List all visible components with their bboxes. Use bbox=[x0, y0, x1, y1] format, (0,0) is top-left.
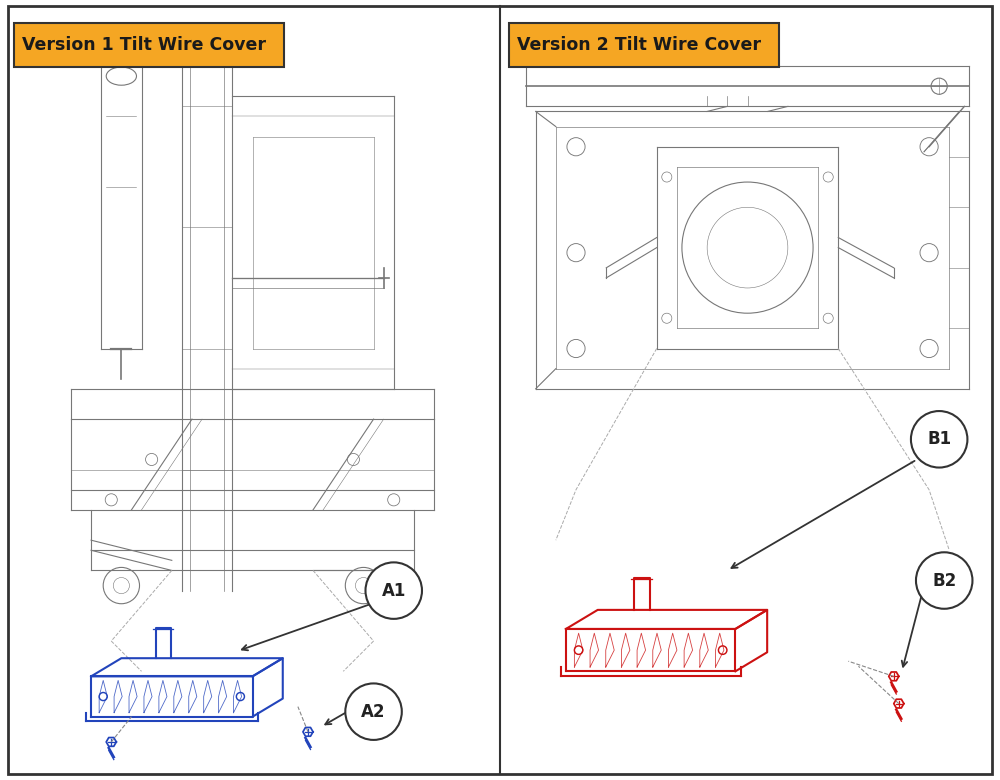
Text: Version 2 Tilt Wire Cover: Version 2 Tilt Wire Cover bbox=[517, 36, 761, 54]
Circle shape bbox=[911, 411, 967, 467]
FancyBboxPatch shape bbox=[14, 23, 284, 67]
Text: A2: A2 bbox=[361, 703, 386, 721]
Text: A1: A1 bbox=[382, 582, 406, 600]
Text: B1: B1 bbox=[927, 431, 951, 448]
Text: Version 1 Tilt Wire Cover: Version 1 Tilt Wire Cover bbox=[22, 36, 266, 54]
Circle shape bbox=[916, 552, 972, 608]
Circle shape bbox=[345, 683, 402, 740]
Text: B2: B2 bbox=[932, 572, 956, 590]
FancyBboxPatch shape bbox=[509, 23, 779, 67]
Circle shape bbox=[365, 562, 422, 619]
